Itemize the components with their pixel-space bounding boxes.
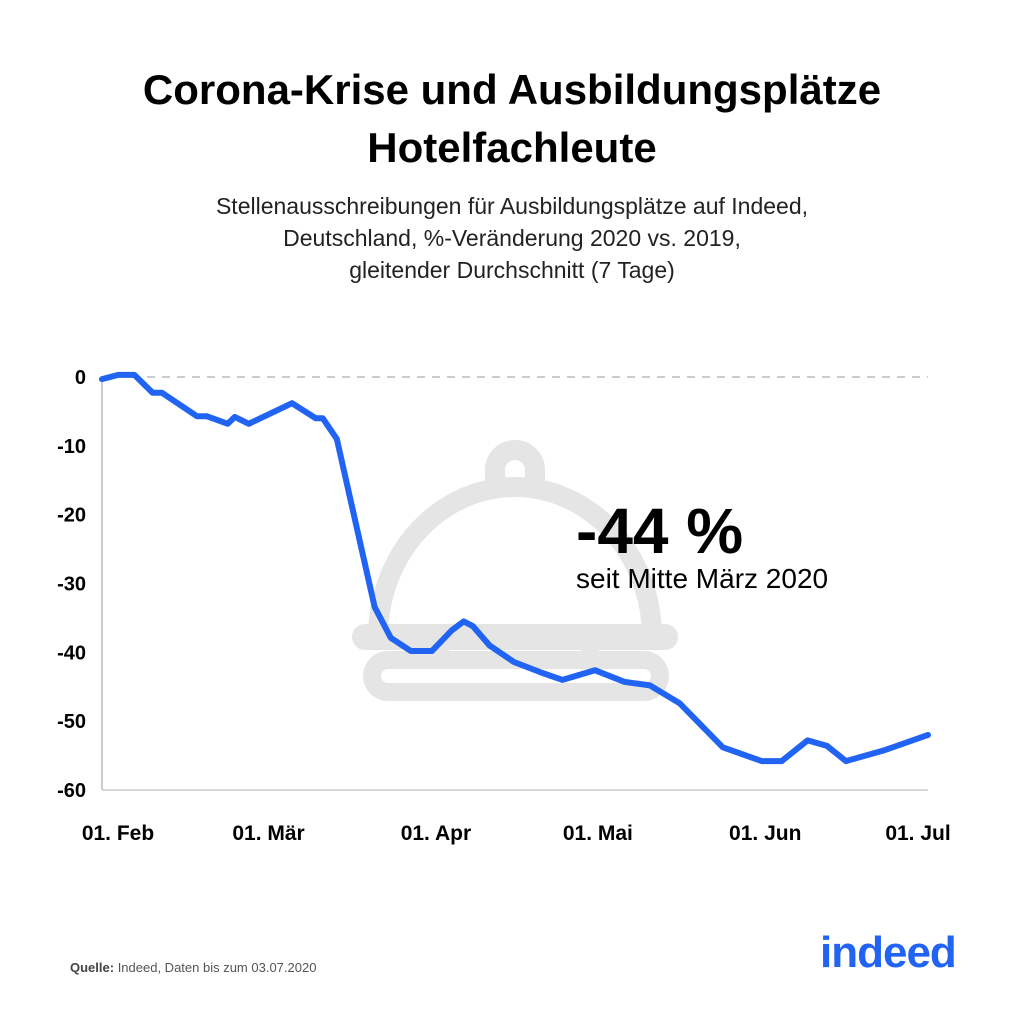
subtitle-line1: Stellenausschreibungen für Ausbildungspl… — [215, 193, 809, 219]
annotation-value: -44 % — [576, 495, 744, 567]
x-tick-label: 01. Mär — [232, 822, 304, 845]
y-tick-label: -10 — [57, 436, 86, 458]
chart-title-line2: Hotelfachleute — [367, 124, 657, 171]
source-label: Quelle: — [70, 960, 115, 975]
source-text: Indeed, Daten bis zum 03.07.2020 — [114, 960, 317, 975]
y-tick-label: -20 — [57, 505, 86, 527]
y-tick-label: -50 — [57, 711, 86, 733]
subtitle-line3: gleitender Durchschnitt (7 Tage) — [349, 257, 675, 283]
y-tick-label: 0 — [75, 367, 86, 389]
y-tick-label: -40 — [57, 642, 86, 664]
indeed-logo: indeed — [820, 928, 957, 977]
chart-title-line1: Corona-Krise und Ausbildungsplätze — [142, 66, 882, 113]
subtitle-line2: Deutschland, %-Veränderung 2020 vs. 2019… — [283, 225, 741, 251]
x-tick-label: 01. Jun — [729, 822, 801, 845]
x-tick-label: 01. Apr — [401, 822, 471, 845]
source-note: Quelle: Indeed, Daten bis zum 03.07.2020 — [70, 960, 316, 975]
x-tick-label: 01. Feb — [82, 822, 154, 845]
y-tick-label: -60 — [57, 780, 86, 802]
y-tick-label: -30 — [57, 574, 86, 596]
x-tick-label: 01. Jul — [885, 822, 950, 845]
x-tick-label: 01. Mai — [563, 822, 633, 845]
annotation-text: seit Mitte März 2020 — [576, 563, 829, 594]
